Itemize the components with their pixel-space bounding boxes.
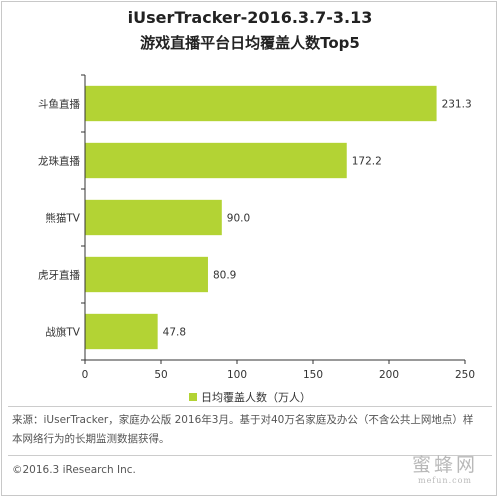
x-tick-label-5: 200 [379, 369, 399, 381]
category-label-5: 战旗TV [45, 326, 80, 339]
category-label-3: 熊猫TV [45, 212, 80, 225]
bar-1 [85, 85, 437, 122]
data-label-1: 231.3 [442, 99, 472, 111]
bar-3 [85, 199, 222, 236]
category-label-4: 虎牙直播 [38, 269, 80, 282]
bar-2 [85, 142, 347, 179]
x-tick-label-6: 250 [455, 369, 475, 381]
divider-top [8, 406, 492, 407]
watermark-main: 蜜蜂网 [411, 454, 478, 476]
divider-bottom [8, 455, 492, 456]
chart-title: iUserTracker-2016.3.7-3.13 [127, 8, 373, 27]
category-label-2: 龙珠直播 [38, 155, 80, 168]
bar-chart: 231.3 斗鱼直播 172.2 龙珠直播 90.0 熊猫TV 80.9 虎牙直播 47.8 战旗… [38, 74, 475, 381]
data-label-4: 80.9 [213, 270, 236, 282]
bar-5 [85, 313, 158, 350]
source-note: 来源：iUserTracker，家庭办公版 2016年3月。基于对40万名家庭及… [12, 414, 474, 445]
data-label-2: 172.2 [352, 156, 382, 168]
copyright: ©2016.3 iResearch Inc. [12, 464, 136, 476]
watermark-logo: 蜜蜂网 mefun.com [412, 454, 478, 486]
chart-subtitle: 游戏直播平台日均覆盖人数Top5 [140, 34, 360, 52]
x-tick-label-4: 150 [303, 369, 323, 381]
legend-label: 日均覆盖人数（万人） [201, 391, 311, 404]
legend-swatch [189, 393, 197, 401]
bar-4 [85, 256, 208, 293]
data-label-3: 90.0 [227, 213, 250, 225]
x-tick-label-2: 50 [154, 369, 167, 381]
x-tick-label-3: 100 [227, 369, 247, 381]
watermark-sub: mefun.com [417, 476, 472, 485]
x-tick-label-1: 0 [82, 369, 89, 381]
chart-legend: 日均覆盖人数（万人） [0, 389, 500, 405]
data-label-5: 47.8 [163, 327, 186, 339]
category-label-1: 斗鱼直播 [38, 98, 80, 111]
